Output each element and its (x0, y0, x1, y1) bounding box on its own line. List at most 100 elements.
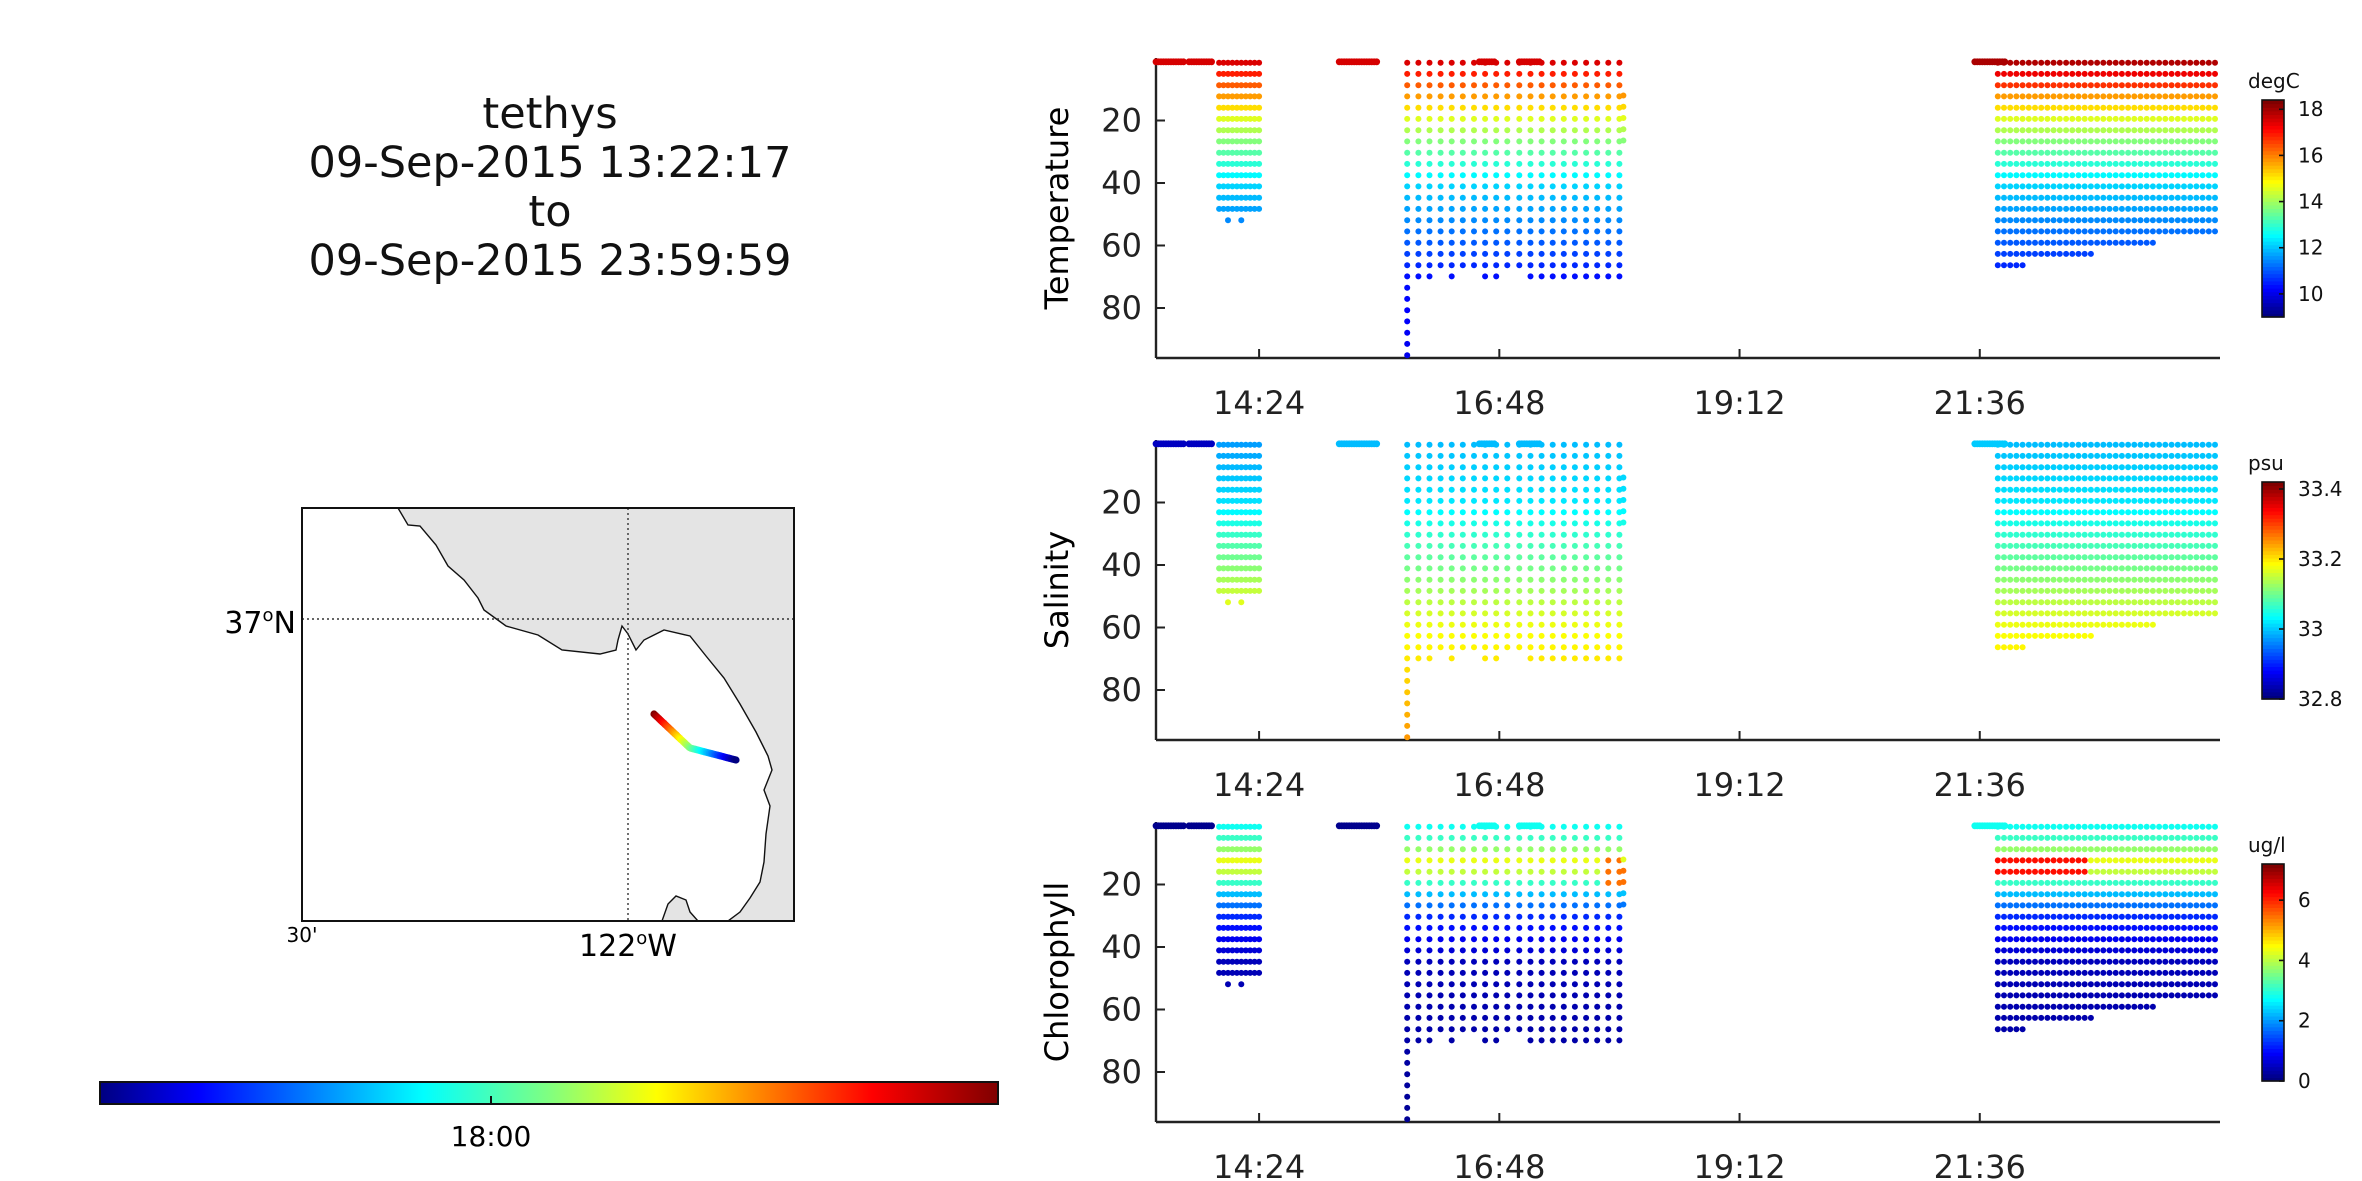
colorbar-segment (2262, 914, 2284, 919)
end-time: 09-Sep-2015 23:59:59 (308, 236, 792, 286)
data-point (1527, 464, 1534, 471)
data-point (2106, 610, 2113, 617)
data-point (1527, 160, 1534, 167)
data-point (2181, 160, 2187, 167)
data-point (1459, 947, 1466, 954)
data-point (2050, 542, 2057, 549)
data-point (1220, 509, 1227, 516)
data-point (1571, 520, 1578, 527)
data-point (1994, 70, 2001, 77)
colorbar-segment (2262, 882, 2284, 887)
data-point (2013, 217, 2020, 224)
data-point (2193, 59, 2200, 66)
data-point (2193, 93, 2200, 100)
data-point (2081, 441, 2088, 448)
data-point (1404, 1104, 1411, 1111)
data-point (2181, 115, 2187, 122)
data-point (2075, 520, 2082, 527)
colorbar-tick-label: 6 (2298, 888, 2311, 912)
data-point (1538, 879, 1545, 886)
data-point (2212, 183, 2218, 190)
data-point (1493, 868, 1500, 875)
data-point (2205, 217, 2212, 224)
data-point (2001, 531, 2007, 538)
data-point (2038, 857, 2045, 864)
data-point (1426, 947, 1433, 954)
colorbar-segment (2262, 204, 2284, 210)
data-point (2112, 902, 2119, 909)
data-point (2044, 857, 2051, 864)
data-point (2137, 82, 2144, 89)
data-point (1504, 565, 1511, 572)
data-point (2156, 486, 2163, 493)
data-point (2162, 59, 2169, 66)
data-point (2205, 138, 2212, 145)
data-point (1404, 1014, 1411, 1021)
data-point (2118, 834, 2125, 841)
data-point (1233, 452, 1240, 459)
data-point (2081, 958, 2088, 965)
data-point (2069, 104, 2076, 111)
data-point (1594, 115, 1601, 122)
data-point (2038, 565, 2045, 572)
data-point (1583, 262, 1590, 269)
data-point (2174, 868, 2181, 875)
data-point (2143, 160, 2150, 167)
colorbar-segment (2262, 968, 2284, 974)
data-point (1482, 160, 1489, 167)
data-point (2075, 823, 2082, 830)
data-point (2044, 70, 2051, 77)
data-point (2125, 542, 2132, 549)
data-point (2063, 486, 2070, 493)
data-point (2038, 599, 2045, 606)
data-point (2100, 497, 2107, 504)
data-point (2199, 115, 2206, 122)
data-point (1994, 644, 2001, 651)
data-point (2205, 542, 2212, 549)
data-point (2100, 621, 2107, 628)
data-point (1620, 92, 1627, 99)
data-point (1415, 228, 1422, 235)
data-point (1504, 644, 1511, 651)
data-point (2075, 93, 2082, 100)
data-point (2069, 1014, 2076, 1021)
data-point (1404, 1003, 1411, 1010)
data-point (1549, 59, 1556, 66)
data-point (1594, 441, 1601, 448)
data-point (1229, 969, 1236, 976)
data-point (2038, 879, 2045, 886)
data-point (2193, 138, 2200, 145)
data-point (1448, 1003, 1455, 1010)
data-point (2075, 149, 2082, 156)
data-point (2075, 879, 2082, 886)
data-point (2094, 93, 2101, 100)
data-point (2001, 565, 2007, 572)
data-point (1233, 846, 1240, 853)
data-point (2156, 879, 2163, 886)
data-point (2032, 160, 2038, 167)
y-tick-label: 20 (1101, 484, 1142, 522)
data-point (2181, 441, 2187, 448)
data-point (2069, 183, 2076, 190)
data-point (2007, 1003, 2014, 1010)
data-point (1459, 464, 1466, 471)
colorbar-segment (2262, 197, 2284, 202)
data-point (1251, 542, 1258, 549)
y-axis-label: Chlorophyll (1038, 882, 1076, 1062)
data-point (2193, 846, 2200, 853)
data-point (2038, 891, 2045, 898)
data-point (2143, 441, 2150, 448)
data-point (2056, 149, 2063, 156)
data-point (2075, 228, 2082, 235)
data-point (1527, 520, 1534, 527)
data-point (2199, 127, 2206, 134)
data-point (2038, 464, 2045, 471)
data-point (2125, 924, 2132, 931)
data-point (1448, 59, 1455, 66)
data-point (2168, 228, 2175, 235)
data-point (2007, 554, 2014, 561)
data-point (1247, 127, 1254, 134)
data-point (2056, 93, 2063, 100)
data-point (1571, 610, 1578, 617)
data-point (2044, 138, 2051, 145)
